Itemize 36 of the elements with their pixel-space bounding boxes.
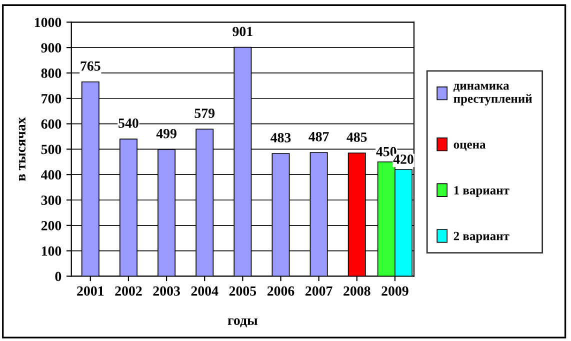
y-axis-title: в тысячах	[18, 117, 26, 181]
data-label: 765	[80, 61, 100, 71]
x-tick-label: 2005	[229, 286, 256, 296]
data-label: 483	[270, 132, 291, 142]
x-tick-label: 2002	[115, 286, 142, 296]
x-tick-label: 2004	[191, 286, 218, 296]
data-label: 579	[194, 108, 215, 118]
x-tick-label: 2001	[77, 286, 104, 296]
y-tick-label: 700	[42, 94, 62, 104]
data-label: 499	[156, 128, 176, 138]
legend-label: оцена	[454, 142, 486, 151]
y-tick-label: 500	[41, 144, 62, 154]
x-tick-label: 2003	[153, 286, 180, 296]
y-tick-label: 1000	[34, 18, 62, 28]
data-label: 540	[118, 118, 138, 128]
y-tick-label: 200	[41, 220, 62, 230]
data-label: 901	[232, 26, 252, 36]
legend-label: динамика преступлений	[453, 84, 532, 106]
y-tick-label: 900	[41, 43, 62, 53]
y-tick-label: 800	[41, 68, 62, 78]
y-tick-label: 400	[41, 170, 62, 180]
y-tick-label: 300	[41, 196, 62, 205]
data-label: 420	[393, 154, 414, 164]
x-tick-label: 2006	[267, 286, 294, 296]
y-tick-label: 600	[41, 119, 62, 129]
data-label: 450	[376, 146, 396, 156]
y-tick-label: 0	[55, 272, 62, 282]
x-tick-label: 2007	[306, 286, 332, 296]
legend-label: 2 вариант	[454, 232, 510, 243]
legend-label: 1 вариант	[454, 186, 510, 198]
x-tick-label: 2009	[382, 286, 408, 296]
x-axis-title: годы	[228, 318, 258, 328]
data-label: 487	[308, 132, 329, 142]
x-tick-label: 2008	[344, 286, 370, 296]
y-tick-label: 100	[42, 246, 62, 256]
data-label: 485	[346, 132, 367, 142]
